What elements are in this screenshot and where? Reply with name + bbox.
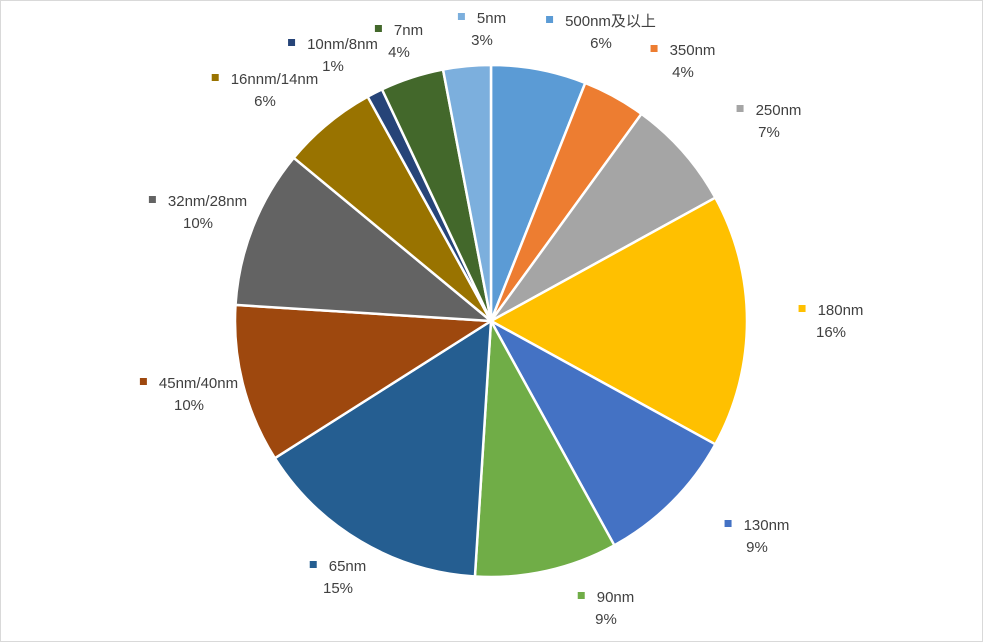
legend-key-icon [724,519,732,527]
data-label-percent: 3% [471,32,493,49]
data-label: 5nm 3% [457,8,507,52]
legend-key-icon [577,591,585,599]
data-label-percent: 9% [595,611,617,628]
category-name: 250nm [755,102,802,119]
data-label-category: 65nm [309,556,367,578]
data-label-category: 500nm及以上 [546,11,656,33]
data-label: 7nm 4% [374,20,424,64]
pie-slice-130nm [487,317,718,548]
legend-key-icon [736,104,744,112]
data-label: 250nm 7% [736,100,802,144]
legend-key-icon [148,195,156,203]
data-label-percent: 6% [254,93,276,110]
legend-key-icon [546,15,554,23]
data-label: 45nm/40nm 10% [139,373,239,417]
category-name: 45nm/40nm [158,375,239,392]
data-label-category: 130nm [724,515,790,537]
pie-slice-32nm/28nm [234,156,495,323]
category-name: 65nm [328,558,367,575]
category-name: 500nm及以上 [565,13,656,30]
data-label-percent: 16% [815,324,847,341]
category-name: 10nm/8nm [307,36,378,53]
legend-key-icon [457,12,465,20]
legend-key-icon [288,38,296,46]
category-name: 180nm [817,302,864,319]
data-label-percent: 9% [746,539,768,556]
legend-key-icon [309,560,317,568]
data-label-percent: 6% [590,35,612,52]
data-label-percent: 4% [388,44,410,61]
category-name: 16nnm/14nm [230,71,319,88]
data-label-percent: 15% [322,580,354,597]
pie-slice-45nm/40nm [233,303,495,460]
category-name: 5nm [476,10,507,27]
data-label-percent: 7% [758,124,780,141]
category-name: 7nm [393,22,424,39]
data-label-category: 10nm/8nm [288,34,378,56]
pie-slice-5nm [441,63,493,322]
data-label: 130nm 9% [724,515,790,559]
data-label: 500nm及以上 6% [546,11,656,55]
data-label: 65nm 15% [309,556,367,600]
data-label-category: 180nm [798,300,864,322]
data-label: 10nm/8nm 1% [288,34,378,78]
data-label: 90nm 9% [577,587,635,631]
data-label-category: 5nm [457,8,507,30]
data-label-percent: 1% [322,58,344,75]
pie-slice-90nm [473,316,617,579]
data-label-category: 250nm [736,100,802,122]
data-label-percent: 10% [182,215,214,232]
pie-slice-250nm [489,112,718,323]
data-label: 32nm/28nm 10% [148,191,248,235]
data-label-category: 350nm [650,40,716,62]
data-label: 16nnm/14nm 6% [211,69,319,113]
legend-key-icon [374,24,382,32]
legend-key-icon [139,377,147,385]
legend-key-icon [798,304,806,312]
data-label-category: 90nm [577,587,635,609]
legend-key-icon [211,73,219,81]
data-label-percent: 4% [672,64,694,81]
legend-key-icon [650,44,658,52]
data-label-category: 16nnm/14nm [211,69,319,91]
data-label-category: 32nm/28nm [148,191,248,213]
data-label-category: 45nm/40nm [139,373,239,395]
category-name: 130nm [743,517,790,534]
data-label-category: 7nm [374,20,424,42]
data-label: 350nm 4% [650,40,716,84]
category-name: 90nm [596,589,635,606]
data-label-percent: 10% [173,397,205,414]
data-label: 180nm 16% [798,300,864,344]
pie-slice-65nm [273,318,493,578]
pie-slice-180nm [488,195,749,447]
category-name: 350nm [669,42,716,59]
category-name: 32nm/28nm [167,193,248,210]
